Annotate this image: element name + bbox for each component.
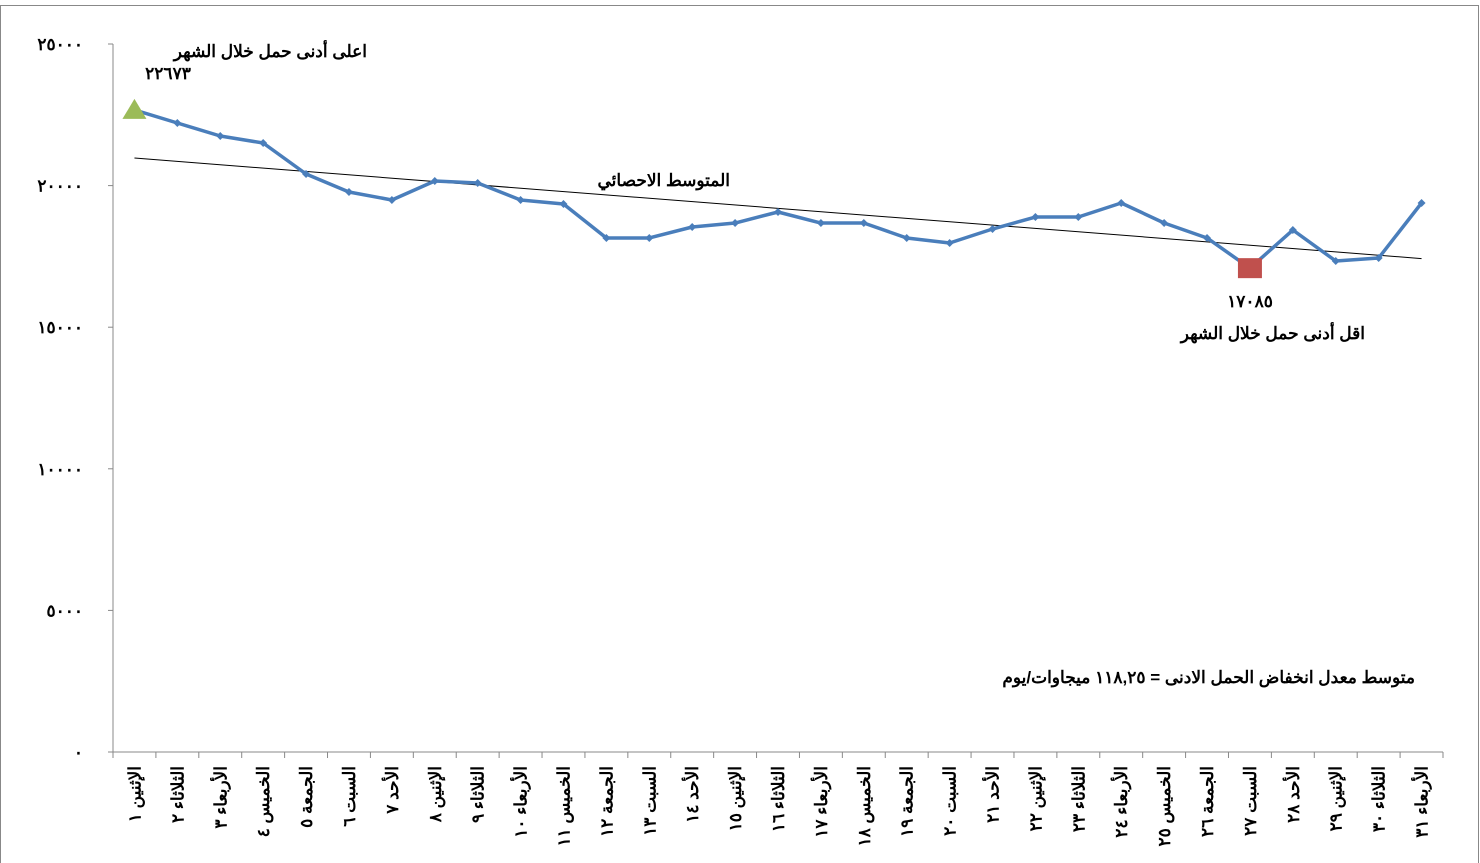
x-tick-label: الجمعة ٢٦ <box>1198 766 1217 837</box>
point-marker <box>731 219 740 228</box>
point-marker <box>473 178 482 187</box>
x-tick-label: الجمعة ١٢ <box>597 766 616 837</box>
chart-frame <box>0 5 1479 863</box>
point-marker <box>302 169 311 178</box>
y-tick-label: ٢٠٠٠٠ <box>37 177 83 196</box>
x-tick-label: الجمعة ١٩ <box>898 766 917 837</box>
y-tick-label: ٠ <box>74 743 83 762</box>
max-value-label: ٢٢٦٧٣ <box>145 64 191 83</box>
trendline-label: المتوسط الاحصائي <box>598 171 731 191</box>
point-marker <box>859 219 868 228</box>
x-tick-label: الأربعاء ٢٤ <box>1110 766 1132 838</box>
max-marker <box>122 98 147 119</box>
x-tick-label: الثلاثاء ٢ <box>168 766 187 823</box>
point-marker <box>1031 213 1040 222</box>
x-tick-label: السبت ١٣ <box>640 766 659 836</box>
point-marker <box>816 219 825 228</box>
point-marker <box>688 223 697 232</box>
x-tick-label: الثلاثاء ٩ <box>469 766 488 823</box>
point-marker <box>344 188 353 197</box>
x-tick-label: الخميس ٢٥ <box>1155 766 1175 847</box>
point-marker <box>1288 226 1297 235</box>
point-marker <box>173 119 182 128</box>
x-tick-label: السبت ٢٧ <box>1241 766 1260 836</box>
x-tick-label: الأحد ٧ <box>381 766 402 815</box>
point-marker <box>1331 257 1340 266</box>
x-tick-label: الإثنين ٢٩ <box>1327 766 1347 831</box>
x-tick-label: الثلاثاء ٣٠ <box>1370 766 1389 832</box>
point-marker <box>1117 198 1126 207</box>
point-marker <box>1203 233 1212 242</box>
point-marker <box>774 207 782 216</box>
point-marker <box>1074 213 1083 222</box>
data-line <box>133 108 1423 270</box>
x-tick-label: الأربعاء ٣ <box>209 766 231 829</box>
y-tick-label: ١٠٠٠٠ <box>37 460 83 479</box>
x-tick-label: السبت ٦ <box>340 766 359 827</box>
x-tick-label: الإثنين ٨ <box>426 766 446 823</box>
x-tick-label: الخميس ٤ <box>254 766 274 837</box>
point-marker <box>1417 198 1426 207</box>
x-tick-label: الخميس ١٨ <box>855 766 875 847</box>
y-tick-label: ٢٥٠٠٠ <box>37 35 83 54</box>
x-tick-label: الأحد ١٤ <box>681 766 702 823</box>
x-tick-label: الإثنين ١ <box>125 766 145 822</box>
point-marker <box>902 233 911 242</box>
min-value-label: ١٧٠٨٥ <box>1227 292 1273 311</box>
point-marker <box>430 177 439 186</box>
x-tick-label: الخميس ١١ <box>554 766 574 847</box>
x-tick-label: الأحد ٢٨ <box>1282 766 1303 823</box>
x-tick-label: الإثنين ٢٢ <box>1026 766 1046 831</box>
x-tick-label: الأربعاء ١٠ <box>510 766 532 838</box>
x-tick-label: الثلاثاء ٢٣ <box>1069 766 1088 832</box>
point-marker <box>516 195 525 204</box>
x-tick-label: الثلاثاء ١٦ <box>769 766 788 832</box>
max-label: اعلى أدنى حمل خلال الشهر <box>172 39 367 62</box>
point-marker <box>216 132 225 141</box>
min-marker <box>1237 258 1262 279</box>
x-tick-label: الجمعة ٥ <box>297 766 316 828</box>
point-marker <box>988 225 997 234</box>
x-tick-label: الأربعاء ١٧ <box>810 766 832 838</box>
point-marker <box>1160 219 1169 228</box>
point-marker <box>645 233 654 242</box>
x-tick-label: الأربعاء ٣١ <box>1411 766 1433 838</box>
y-tick-label: ٥٠٠٠ <box>46 601 83 620</box>
min-label: اقل أدنى حمل خلال الشهر <box>1179 321 1365 344</box>
point-marker <box>602 233 611 242</box>
point-marker <box>1374 254 1383 263</box>
point-marker <box>259 139 268 148</box>
y-tick-label: ١٥٠٠٠ <box>37 318 83 337</box>
point-marker <box>945 239 954 248</box>
point-marker <box>387 195 396 204</box>
x-tick-label: الإثنين ١٥ <box>726 766 746 831</box>
point-marker <box>559 200 568 209</box>
x-tick-label: السبت ٢٠ <box>941 766 960 836</box>
x-tick-label: الأحد ٢١ <box>982 766 1003 823</box>
note: متوسط معدل انخفاض الحمل الادنى = ١١٨,٢٥ … <box>1002 668 1415 688</box>
